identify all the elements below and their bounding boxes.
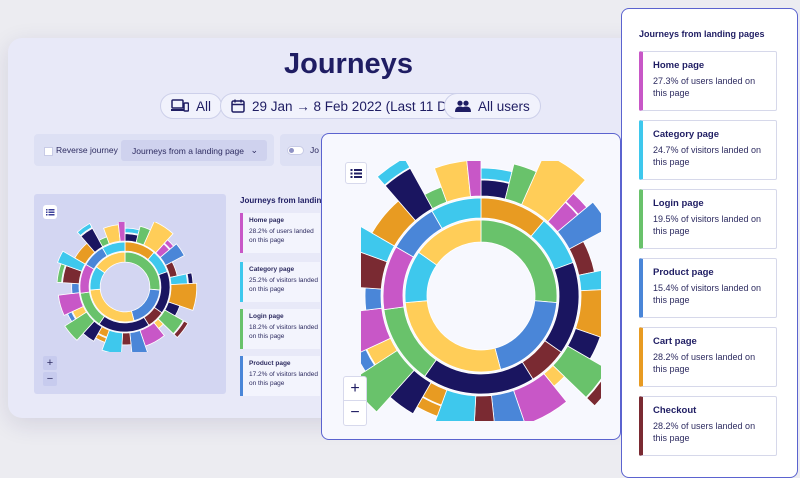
landing-item-desc: 27.3% of users landed on this page <box>653 76 756 98</box>
zoom-controls: + − <box>343 376 367 426</box>
main-sunburst-chart[interactable] <box>361 161 601 421</box>
sunburst-segment[interactable] <box>361 307 391 358</box>
date-range-label: 29 Jan → 8 Feb 2022 (Last 11 Days) <box>252 98 473 114</box>
users-filter[interactable]: All users <box>444 93 541 119</box>
calendar-icon <box>231 99 245 113</box>
landing-item-desc: 19.5% of visitors landed on this page <box>653 214 762 236</box>
landing-page-item-cart[interactable]: Cart page 28.2% of users landed on this p… <box>639 327 777 387</box>
sunburst-segment[interactable] <box>71 282 80 294</box>
landing-page-item-category[interactable]: Category page 24.7% of visitors landed on… <box>639 120 777 180</box>
small-panel-title: Journeys from landing <box>240 196 327 205</box>
landing-item-desc: 28.2% of users landed on this page <box>653 352 756 374</box>
landing-page-item-product[interactable]: Product page 15.4% of visitors landed on … <box>639 258 777 318</box>
sunburst-segment[interactable] <box>431 197 482 229</box>
sunburst-segment[interactable] <box>95 251 126 274</box>
sunburst-segment[interactable] <box>418 219 482 266</box>
journey-type-dropdown[interactable]: Journeys from a landing page ⌄ <box>121 140 267 161</box>
small-zoom-in-button[interactable]: + <box>43 356 57 370</box>
landing-page-item-login[interactable]: Login page 19.5% of visitors landed on th… <box>639 189 777 249</box>
small-item-name: Login page <box>249 313 284 320</box>
landing-item-desc: 24.7% of visitors landed on this page <box>653 145 762 167</box>
journey-toggle-label: Jo <box>310 145 319 155</box>
landing-item-desc: 28.2% of users landed on this page <box>653 421 756 443</box>
zoom-in-button[interactable]: + <box>344 377 366 401</box>
sunburst-segment[interactable] <box>173 320 189 339</box>
sunburst-segment[interactable] <box>101 241 126 257</box>
page-title: Journeys <box>284 48 413 80</box>
device-filter-label: All <box>196 98 212 114</box>
sunburst-segment[interactable] <box>376 161 411 186</box>
small-item-desc: 25.2% of visitors landed on this page <box>249 277 319 293</box>
small-list-item[interactable]: Product page 17.2% of visitors landed on … <box>240 356 320 396</box>
sunburst-segment[interactable] <box>117 222 126 242</box>
sunburst-segment[interactable] <box>575 288 601 347</box>
sunburst-segment[interactable] <box>124 233 139 243</box>
users-icon <box>455 100 471 112</box>
list-icon <box>46 209 55 216</box>
chevron-down-icon: ⌄ <box>250 145 258 155</box>
device-filter[interactable]: All <box>160 93 223 119</box>
sunburst-segment[interactable] <box>121 332 132 346</box>
reverse-journey-label: Reverse journey <box>56 145 118 155</box>
landing-item-name: Cart page <box>653 336 697 347</box>
small-list-item[interactable]: Category page 25.2% of visitors landed on… <box>240 262 320 302</box>
journey-type-value: Journeys from a landing page <box>132 145 244 156</box>
small-list-item[interactable]: Login page 18.2% of visitors landed on th… <box>240 309 320 349</box>
small-item-name: Home page <box>249 217 285 224</box>
landing-panel-title: Journeys from landing pages <box>639 29 765 39</box>
date-range-filter[interactable]: 29 Jan → 8 Feb 2022 (Last 11 Days) <box>220 93 484 119</box>
device-icon <box>171 99 189 112</box>
landing-item-name: Category page <box>653 129 719 140</box>
list-icon <box>350 169 362 178</box>
list-view-button[interactable] <box>345 162 367 184</box>
landing-item-name: Home page <box>653 60 705 71</box>
small-zoom-out-button[interactable]: − <box>43 372 57 386</box>
landing-page-item-checkout[interactable]: Checkout 28.2% of users landed on this pa… <box>639 396 777 456</box>
small-item-desc: 17.2% of visitors landed on this page <box>249 371 319 387</box>
landing-page-item-home[interactable]: Home page 27.3% of users landed on this p… <box>639 51 777 111</box>
list-view-button[interactable] <box>43 205 57 219</box>
sunburst-segment[interactable] <box>186 272 194 285</box>
landing-pages-panel: Journeys from landing pages Home page 27.… <box>621 8 798 478</box>
sunburst-segment[interactable] <box>76 222 93 237</box>
sunburst-segment[interactable] <box>474 395 495 421</box>
landing-item-name: Login page <box>653 198 704 209</box>
reverse-journey-checkbox[interactable] <box>44 147 53 156</box>
small-item-name: Category page <box>249 266 295 273</box>
small-item-desc: 18.2% of visitors landed on this page <box>249 324 319 340</box>
landing-item-desc: 15.4% of visitors landed on this page <box>653 283 762 305</box>
sunburst-segment[interactable] <box>364 287 383 311</box>
landing-item-name: Checkout <box>653 405 697 416</box>
zoom-out-button[interactable]: − <box>350 404 360 421</box>
small-sunburst-chart[interactable] <box>50 222 200 352</box>
main-chart-card: + − <box>321 133 621 440</box>
users-filter-label: All users <box>478 98 530 114</box>
sunburst-segment[interactable] <box>465 161 482 197</box>
small-list-item[interactable]: Home page 28.2% of users landed on this p… <box>240 213 320 253</box>
journey-toggle[interactable] <box>287 146 304 155</box>
small-item-name: Product page <box>249 360 291 367</box>
sunburst-segment[interactable] <box>480 179 510 200</box>
landing-item-name: Product page <box>653 267 714 278</box>
sunburst-segment[interactable] <box>586 370 601 407</box>
small-item-desc: 28.2% of users landed on this page <box>249 228 314 244</box>
